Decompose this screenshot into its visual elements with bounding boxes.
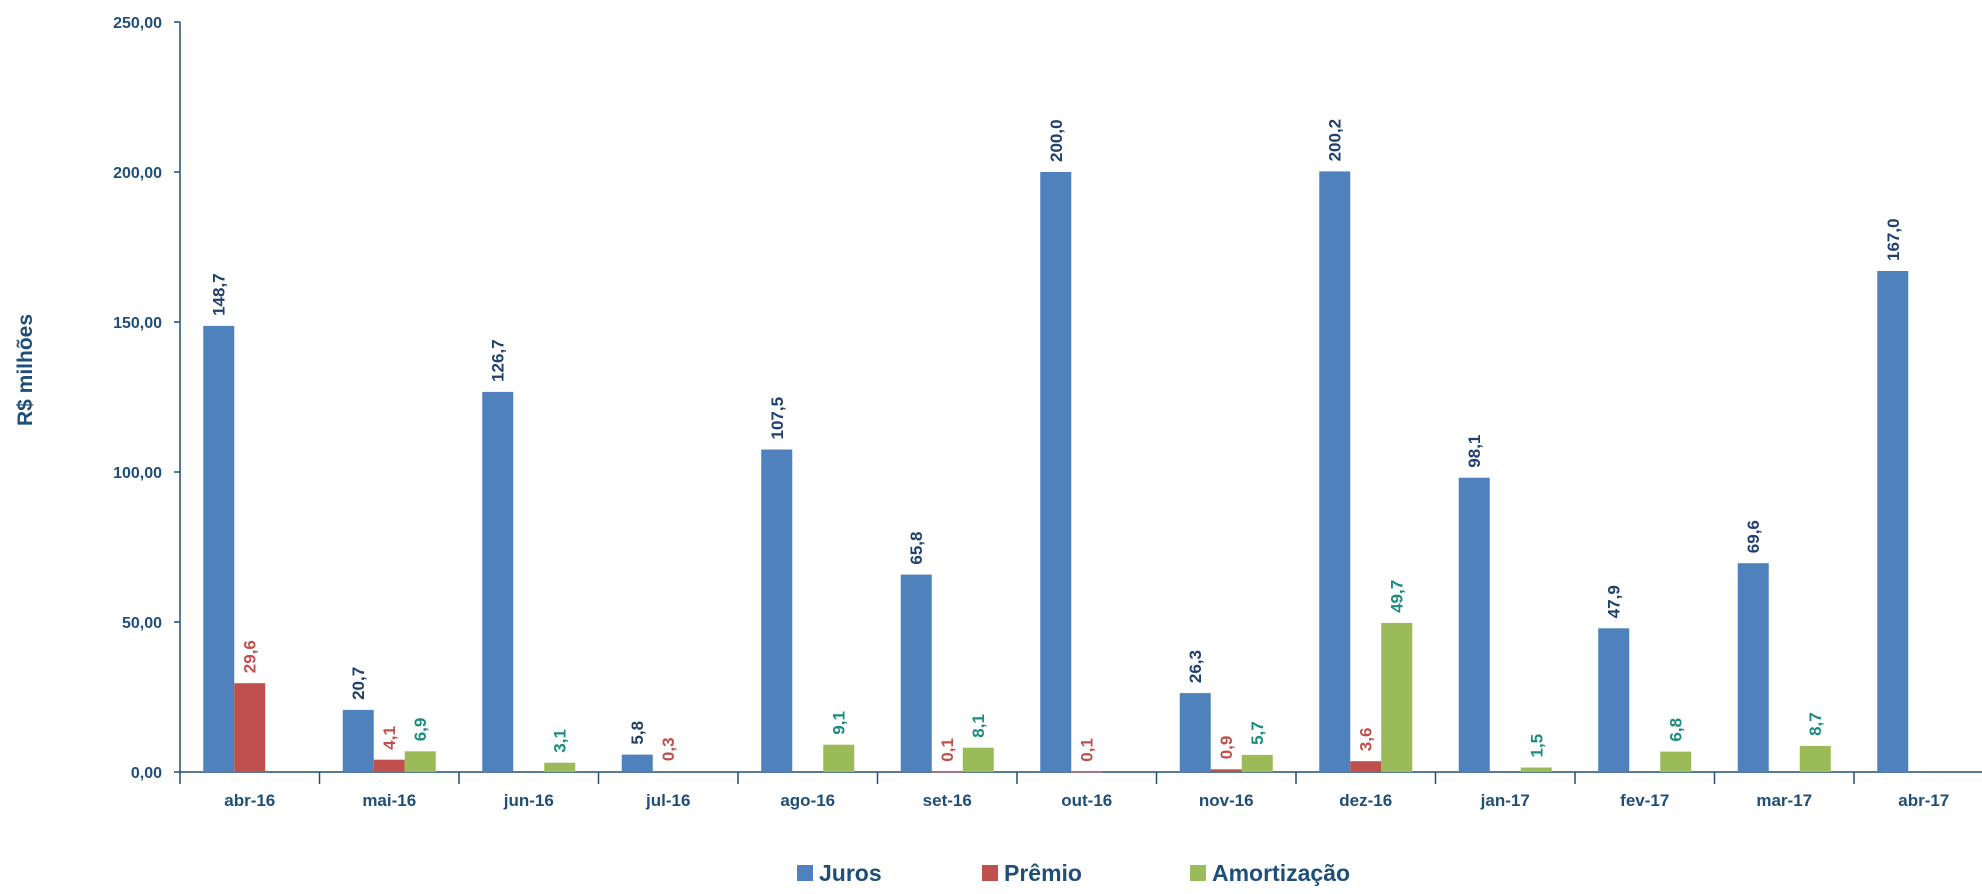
data-label: 3,1 xyxy=(551,729,570,753)
x-tick-label: mar-17 xyxy=(1756,791,1812,810)
y-axis-title: R$ milhões xyxy=(14,314,37,426)
data-label: 29,6 xyxy=(241,640,260,673)
bar-amortização xyxy=(404,751,436,772)
data-labels-layer: 148,7 29,6 20,7 4,1 6,9 126,7 3,1 5,8 0,3 107,5 9,… xyxy=(210,119,1903,762)
x-tick-label: mai-16 xyxy=(362,791,416,810)
data-label: 5,7 xyxy=(1248,721,1267,745)
data-label: 8,7 xyxy=(1806,712,1825,736)
bar-juros xyxy=(761,449,793,772)
data-label: 65,8 xyxy=(907,532,926,565)
data-label: 69,6 xyxy=(1744,520,1763,553)
y-tick-label: 250,00 xyxy=(113,15,162,32)
legend-label-amortização: Amortização xyxy=(1212,860,1350,886)
x-tick-label: nov-16 xyxy=(1199,791,1254,810)
data-label: 107,5 xyxy=(768,397,787,440)
data-label: 0,1 xyxy=(1078,738,1097,762)
legend-label-juros: Juros xyxy=(819,860,882,886)
bar-amortização xyxy=(962,747,994,772)
x-tick-label: dez-16 xyxy=(1339,791,1392,810)
bar-juros xyxy=(342,709,374,772)
bar-prêmio xyxy=(234,683,266,772)
y-tick-label: 200,00 xyxy=(113,165,162,182)
x-tick-label: jun-16 xyxy=(503,791,554,810)
legend-label-prêmio: Prêmio xyxy=(1004,860,1082,886)
bar-juros xyxy=(621,754,653,772)
bar-juros xyxy=(1179,693,1211,772)
bar-amortização xyxy=(544,762,576,772)
data-label: 200,0 xyxy=(1047,119,1066,162)
data-label: 20,7 xyxy=(349,667,368,700)
y-tick-label: 150,00 xyxy=(113,315,162,332)
data-label: 4,1 xyxy=(380,726,399,750)
bar-prêmio xyxy=(373,759,405,772)
data-label: 5,8 xyxy=(628,721,647,745)
x-tick-label: ago-16 xyxy=(780,791,835,810)
bar-amortização xyxy=(1799,745,1831,772)
legend-swatch-prêmio xyxy=(982,865,998,881)
bar-amortização xyxy=(1381,622,1413,772)
data-label: 167,0 xyxy=(1884,218,1903,261)
x-tick-label: fev-17 xyxy=(1620,791,1669,810)
data-label: 6,8 xyxy=(1667,718,1686,742)
data-label: 47,9 xyxy=(1605,585,1624,618)
x-tick-label: set-16 xyxy=(923,791,972,810)
legend-swatch-amortização xyxy=(1190,865,1206,881)
bar-juros xyxy=(1319,171,1351,772)
bar-juros xyxy=(1877,271,1909,772)
axes-layer: 0,00 50,00 100,00 150,00 200,00 250,00 abr-16 m… xyxy=(113,15,1982,810)
y-tick-label: 0,00 xyxy=(131,765,162,782)
bar-juros xyxy=(1040,172,1072,772)
data-label: 1,5 xyxy=(1527,734,1546,758)
data-label: 0,9 xyxy=(1217,736,1236,760)
bar-prêmio xyxy=(652,771,684,772)
bar-juros xyxy=(203,325,235,772)
bar-prêmio xyxy=(1210,769,1242,772)
data-label: 0,3 xyxy=(659,737,678,761)
data-label: 148,7 xyxy=(210,273,229,316)
data-label: 3,6 xyxy=(1357,728,1376,752)
bar-prêmio xyxy=(1350,761,1382,772)
bar-juros xyxy=(900,574,932,772)
data-label: 6,9 xyxy=(411,718,430,742)
data-label: 200,2 xyxy=(1326,119,1345,162)
data-label: 8,1 xyxy=(969,714,988,738)
bars-layer xyxy=(203,171,1909,773)
bar-juros xyxy=(1458,477,1490,772)
data-label: 49,7 xyxy=(1388,580,1407,613)
data-label: 0,1 xyxy=(938,738,957,762)
data-label: 26,3 xyxy=(1186,650,1205,683)
data-label: 9,1 xyxy=(830,711,849,735)
legend: Juros Prêmio Amortização xyxy=(797,860,1350,886)
bar-juros xyxy=(1737,563,1769,772)
data-label: 98,1 xyxy=(1465,435,1484,468)
bar-juros xyxy=(482,391,514,772)
bar-amortização xyxy=(1520,767,1552,772)
x-tick-label: jan-17 xyxy=(1480,791,1530,810)
x-tick-label: abr-17 xyxy=(1898,791,1949,810)
data-label: 126,7 xyxy=(489,339,508,382)
bar-amortização xyxy=(823,744,855,772)
x-tick-label: out-16 xyxy=(1061,791,1112,810)
bar-amortização xyxy=(1241,754,1273,772)
bar-amortização xyxy=(1660,751,1692,772)
bar-juros xyxy=(1598,628,1630,772)
legend-swatch-juros xyxy=(797,865,813,881)
y-tick-label: 100,00 xyxy=(113,465,162,482)
x-tick-label: jul-16 xyxy=(645,791,690,810)
x-tick-label: abr-16 xyxy=(224,791,275,810)
bar-prêmio xyxy=(1071,771,1103,773)
bar-prêmio xyxy=(931,771,963,773)
y-tick-label: 50,00 xyxy=(122,615,162,632)
